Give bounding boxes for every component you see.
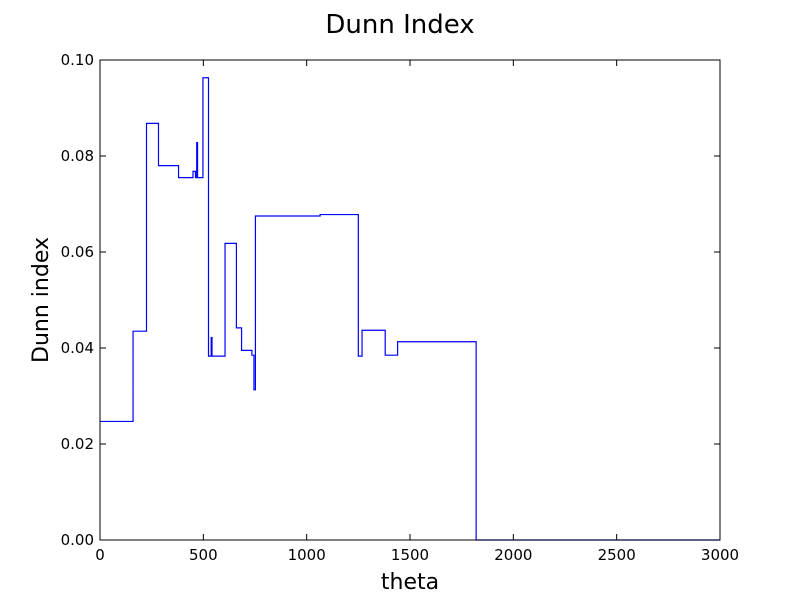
y-tick-label: 0.08	[61, 147, 94, 165]
y-tick-label: 0.00	[61, 531, 94, 549]
x-tick-label: 3000	[701, 546, 739, 564]
y-axis-label: Dunn index	[29, 237, 54, 363]
plot-frame	[99, 59, 721, 541]
y-tick-label: 0.04	[61, 339, 94, 357]
y-tick-label: 0.02	[61, 435, 94, 453]
y-axis: 0.00 0.02 0.04 0.06 0.08 0.10	[61, 51, 720, 549]
x-tick-label: 2500	[598, 546, 636, 564]
x-tick-label: 1500	[391, 546, 429, 564]
x-tick-label: 2000	[494, 546, 532, 564]
y-tick-label: 0.10	[61, 51, 94, 69]
series-layer	[100, 77, 720, 541]
x-tick-label: 0	[95, 546, 105, 564]
x-tick-label: 1000	[288, 546, 326, 564]
x-tick-label: 500	[189, 546, 218, 564]
x-axis-label: theta	[381, 570, 439, 595]
series-line	[100, 77, 720, 541]
x-axis: 0 500 1000 1500 2000 2500 3000	[95, 60, 739, 564]
y-tick-label: 0.06	[61, 243, 94, 261]
chart-title: Dunn Index	[325, 10, 474, 40]
